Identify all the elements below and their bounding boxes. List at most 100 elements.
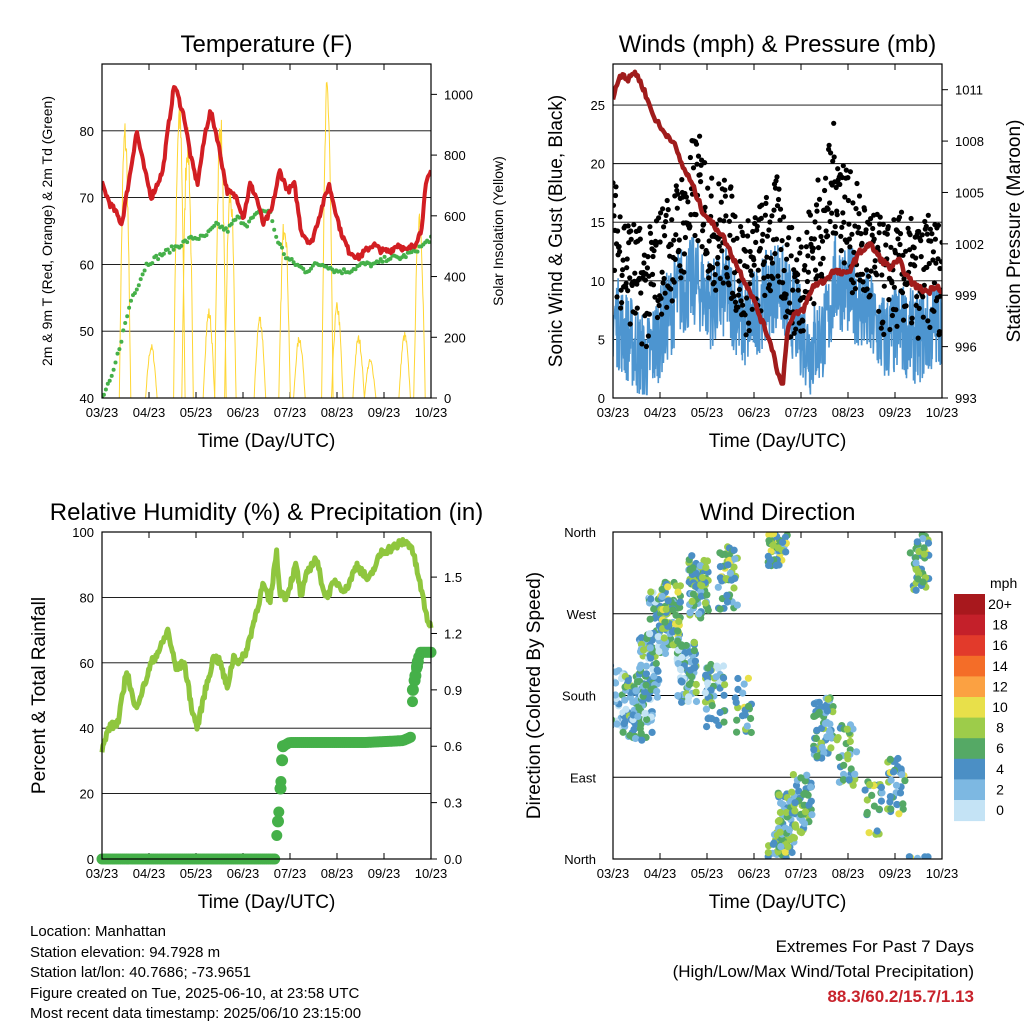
gust-point bbox=[835, 166, 841, 172]
direction-point bbox=[650, 605, 658, 613]
gust-point bbox=[849, 231, 855, 237]
gust-point bbox=[787, 300, 793, 306]
direction-point bbox=[899, 800, 907, 808]
gust-point bbox=[914, 294, 920, 300]
x-tick-label: 07/23 bbox=[785, 405, 818, 420]
y2-tick-label: 600 bbox=[444, 209, 466, 224]
dewpoint-point bbox=[280, 245, 284, 250]
gust-point bbox=[938, 259, 942, 265]
gust-point bbox=[613, 180, 616, 186]
direction-point bbox=[863, 810, 871, 818]
dewpoint-point bbox=[220, 224, 224, 229]
gust-point bbox=[858, 231, 864, 237]
direction-point bbox=[827, 733, 836, 742]
x-tick-label: 08/23 bbox=[832, 405, 865, 420]
gust-point bbox=[749, 272, 755, 278]
x-tick-label: 04/23 bbox=[133, 866, 166, 881]
dewpoint-point bbox=[125, 314, 130, 319]
gust-point bbox=[784, 242, 790, 248]
gust-point bbox=[693, 141, 700, 147]
direction-point bbox=[803, 771, 811, 779]
gust-point bbox=[740, 232, 746, 239]
x-tick-label: 09/23 bbox=[879, 405, 912, 420]
x-tick-label: 04/23 bbox=[644, 866, 677, 881]
direction-point bbox=[731, 555, 739, 563]
gust-point bbox=[909, 315, 915, 321]
colorbar-swatch bbox=[954, 614, 985, 636]
gust-point bbox=[620, 267, 626, 273]
direction-point bbox=[697, 592, 706, 600]
direction-point bbox=[695, 610, 703, 618]
dewpoint-point bbox=[204, 233, 209, 238]
gust-point bbox=[849, 290, 856, 296]
direction-cluster-19 bbox=[905, 532, 933, 859]
gust-point bbox=[624, 256, 630, 262]
direction-point bbox=[886, 793, 895, 801]
direction-point bbox=[791, 807, 799, 815]
x-tick-label: 09/23 bbox=[879, 866, 912, 881]
gust-point bbox=[872, 264, 878, 270]
direction-point bbox=[653, 693, 662, 701]
gust-point bbox=[911, 245, 917, 251]
y-tick-label: 0 bbox=[598, 391, 605, 406]
gust-point bbox=[793, 326, 799, 332]
gust-point bbox=[823, 228, 829, 234]
colorbar-swatch bbox=[954, 655, 985, 677]
precip-point bbox=[404, 731, 416, 743]
gust-point bbox=[794, 257, 800, 263]
dewpoint-point bbox=[409, 250, 414, 255]
gust-point bbox=[916, 305, 922, 311]
gust-point bbox=[692, 232, 698, 239]
location-text: Location: Manhattan bbox=[30, 923, 166, 940]
solar-day-1 bbox=[118, 123, 132, 398]
dewpoint-point bbox=[225, 229, 230, 234]
gust-point bbox=[924, 231, 930, 237]
gust-point bbox=[935, 256, 941, 262]
direction-point bbox=[728, 576, 736, 584]
gust-point bbox=[839, 224, 845, 230]
direction-point bbox=[846, 737, 854, 746]
direction-point bbox=[613, 716, 616, 723]
gust-point bbox=[859, 240, 865, 246]
y-tick-label: 25 bbox=[591, 98, 605, 113]
direction-point bbox=[689, 590, 698, 598]
direction-point bbox=[730, 563, 738, 571]
gust-point bbox=[889, 280, 895, 286]
gust-point bbox=[933, 260, 939, 266]
gust-point bbox=[761, 259, 767, 265]
gust-point bbox=[891, 284, 898, 290]
gust-point bbox=[668, 286, 674, 292]
gust-point bbox=[678, 275, 684, 281]
y2-tick-label: 1002 bbox=[955, 237, 984, 252]
gust-point bbox=[794, 278, 800, 284]
gust-point bbox=[781, 267, 787, 274]
gust-point bbox=[702, 160, 708, 166]
colorbar-swatch bbox=[954, 779, 985, 801]
direction-point bbox=[678, 642, 686, 650]
direction-point bbox=[734, 674, 742, 683]
gust-point bbox=[654, 314, 661, 321]
gust-point bbox=[625, 288, 631, 294]
direction-point bbox=[637, 634, 646, 642]
dewpoint-point bbox=[270, 219, 275, 224]
gust-point bbox=[709, 175, 715, 181]
gust-point bbox=[724, 274, 731, 280]
direction-point bbox=[688, 673, 696, 681]
gust-point bbox=[649, 271, 656, 277]
colorbar-swatch bbox=[954, 676, 985, 698]
gust-point bbox=[880, 319, 886, 325]
x-tick-label: 05/23 bbox=[180, 866, 213, 881]
dewpoint-point bbox=[154, 253, 159, 258]
gust-point bbox=[618, 305, 624, 311]
gust-point bbox=[887, 326, 893, 333]
direction-point bbox=[815, 698, 823, 707]
direction-point bbox=[676, 582, 685, 590]
direction-point bbox=[899, 805, 907, 813]
gust-point bbox=[816, 225, 822, 231]
gust-point bbox=[661, 275, 667, 282]
direction-point bbox=[833, 736, 841, 744]
gust-point bbox=[881, 283, 887, 289]
solar-day-12 bbox=[331, 302, 344, 398]
direction-cluster-17 bbox=[861, 778, 886, 838]
gust-point bbox=[744, 295, 750, 301]
